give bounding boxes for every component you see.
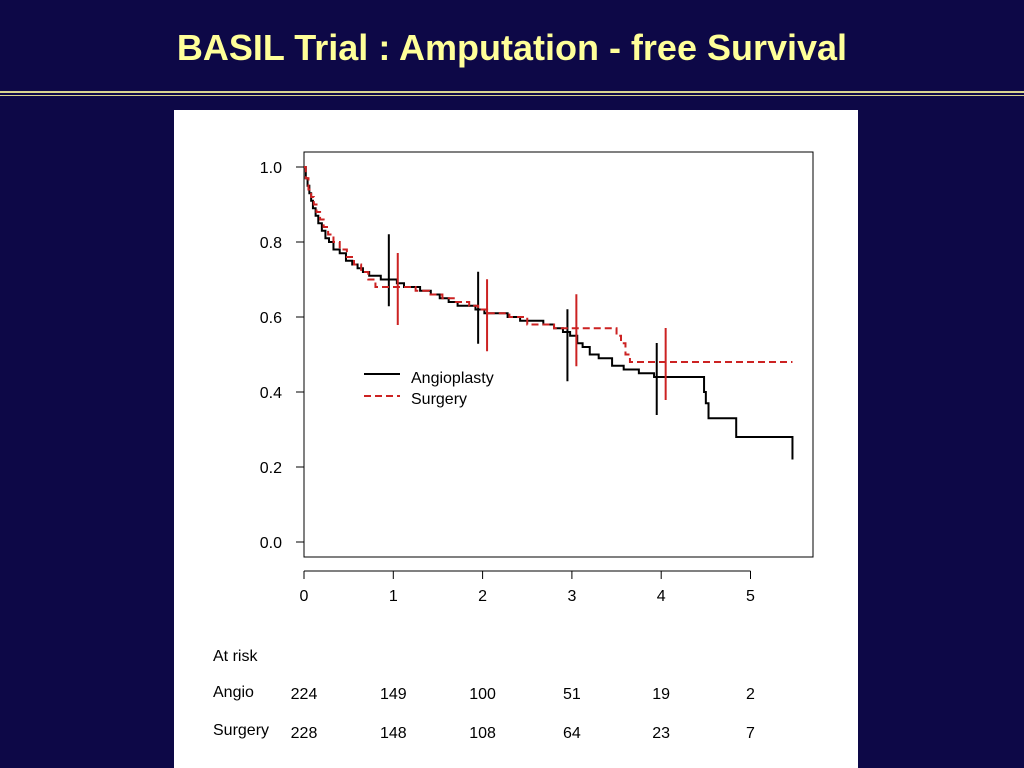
series-layer	[304, 166, 794, 460]
x-tick-label: 1	[389, 588, 398, 605]
x-axis: 0 1 2 3 4 5	[300, 570, 755, 605]
at-risk-header: At risk	[213, 648, 258, 665]
at-risk-value-angio: 51	[562, 686, 581, 703]
at-risk-value-angio: 2	[746, 686, 755, 703]
x-tick-label: 3	[567, 588, 576, 605]
at-risk-label-angio: Angio	[213, 684, 254, 701]
x-tick-label: 4	[657, 588, 666, 605]
x-tick-label: 0	[300, 588, 309, 605]
series-line-angioplasty	[304, 166, 794, 460]
title-divider-thin	[0, 95, 1024, 96]
y-tick-label: 0.4	[260, 385, 282, 402]
at-risk-value-surgery: 7	[746, 725, 755, 742]
title-divider	[0, 91, 1024, 93]
slide-title: BASIL Trial : Amputation - free Survival	[176, 27, 848, 68]
at-risk-value-surgery: 148	[379, 725, 407, 742]
legend-label-angioplasty: Angioplasty	[411, 370, 494, 387]
at-risk-value-surgery: 108	[469, 725, 496, 742]
at-risk-value-surgery: 23	[652, 725, 671, 742]
series-line-surgery	[304, 166, 793, 363]
at-risk-value-angio: 100	[469, 686, 496, 703]
y-tick-label: 0.2	[260, 460, 282, 477]
y-axis: 0.0 0.2 0.4 0.6 0.8 1.0	[260, 160, 304, 552]
x-tick-label: 2	[478, 588, 487, 605]
y-tick-label: 0.8	[260, 235, 282, 252]
y-tick-label: 1.0	[260, 160, 282, 177]
legend-label-surgery: Surgery	[411, 391, 467, 408]
at-risk-value-angio: 19	[652, 686, 671, 703]
survival-chart: 0.0 0.2 0.4 0.6 0.8 1.0 0 1 2 3 4 5 Angioplasty Su…	[260, 151, 814, 605]
x-tick-label: 5	[746, 588, 755, 605]
legend: Angioplasty Surgery	[364, 370, 494, 408]
at-risk-value-surgery: 64	[562, 725, 581, 742]
plot-frame	[303, 151, 814, 558]
at-risk-label-surgery: Surgery	[213, 722, 270, 739]
at-risk-value-surgery: 228	[290, 725, 318, 742]
y-tick-label: 0.0	[260, 535, 282, 552]
y-tick-label: 0.6	[260, 310, 282, 327]
at-risk-value-angio: 149	[379, 686, 407, 703]
at-risk-value-angio: 224	[290, 686, 318, 703]
